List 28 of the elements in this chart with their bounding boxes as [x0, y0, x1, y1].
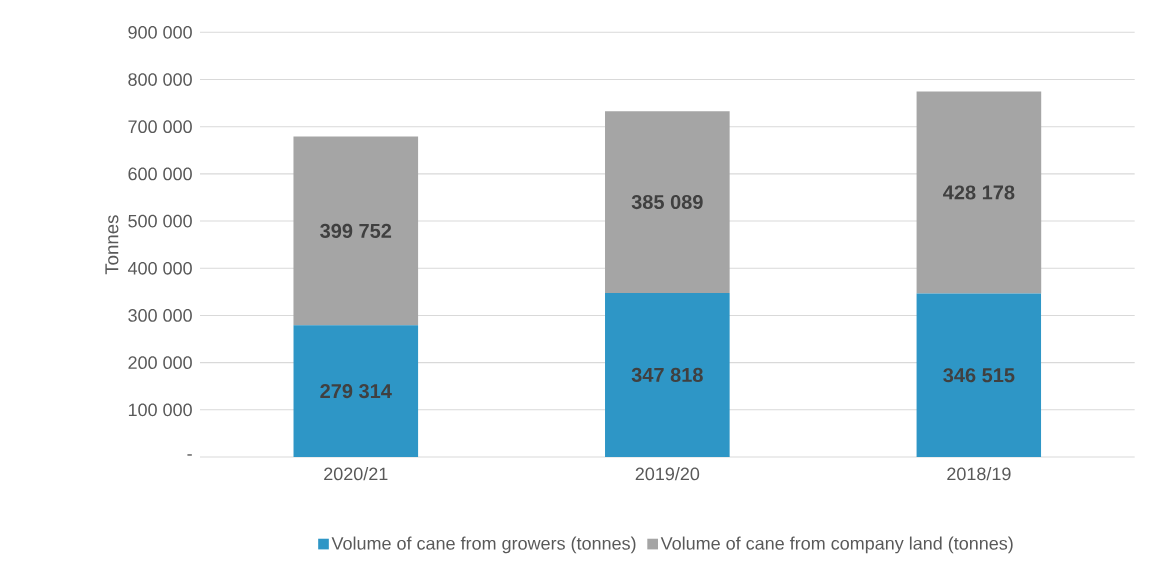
y-tick-label: 400 000	[127, 261, 192, 275]
data-label: 428 178	[943, 185, 1015, 200]
bar	[605, 111, 730, 293]
y-tick-label: 200 000	[128, 356, 192, 369]
bar	[605, 292, 730, 457]
data-label: 346 515	[943, 368, 1015, 383]
y-axis-title: Tonnes	[105, 215, 119, 275]
bar	[916, 293, 1042, 457]
data-label: 279 314	[320, 384, 392, 399]
bar	[293, 136, 419, 326]
data-label: 385 089	[631, 194, 703, 210]
legend-label: Volume of cane from company land (tonnes)	[660, 536, 1013, 554]
data-label: 347 818	[631, 367, 703, 383]
x-tick-label: 2020/21	[324, 467, 388, 481]
bar	[293, 325, 419, 457]
y-tick-label: 100 000	[128, 403, 192, 417]
y-tick-label: 600 000	[128, 167, 192, 181]
y-tick-label: -	[187, 454, 192, 456]
bar	[916, 91, 1042, 294]
y-tick-label: 800 000	[128, 73, 192, 86]
y-tick-label: 900 000	[128, 25, 192, 39]
x-tick-label: 2018/19	[947, 467, 1011, 481]
y-tick-label: 500 000	[128, 214, 192, 228]
data-label: 399 752	[320, 223, 392, 238]
legend-label: Volume of cane from growers (tonnes)	[331, 536, 636, 554]
y-tick-label: 300 000	[128, 309, 192, 322]
y-tick-label: 700 000	[128, 120, 192, 134]
x-tick-label: 2019/20	[635, 467, 700, 481]
